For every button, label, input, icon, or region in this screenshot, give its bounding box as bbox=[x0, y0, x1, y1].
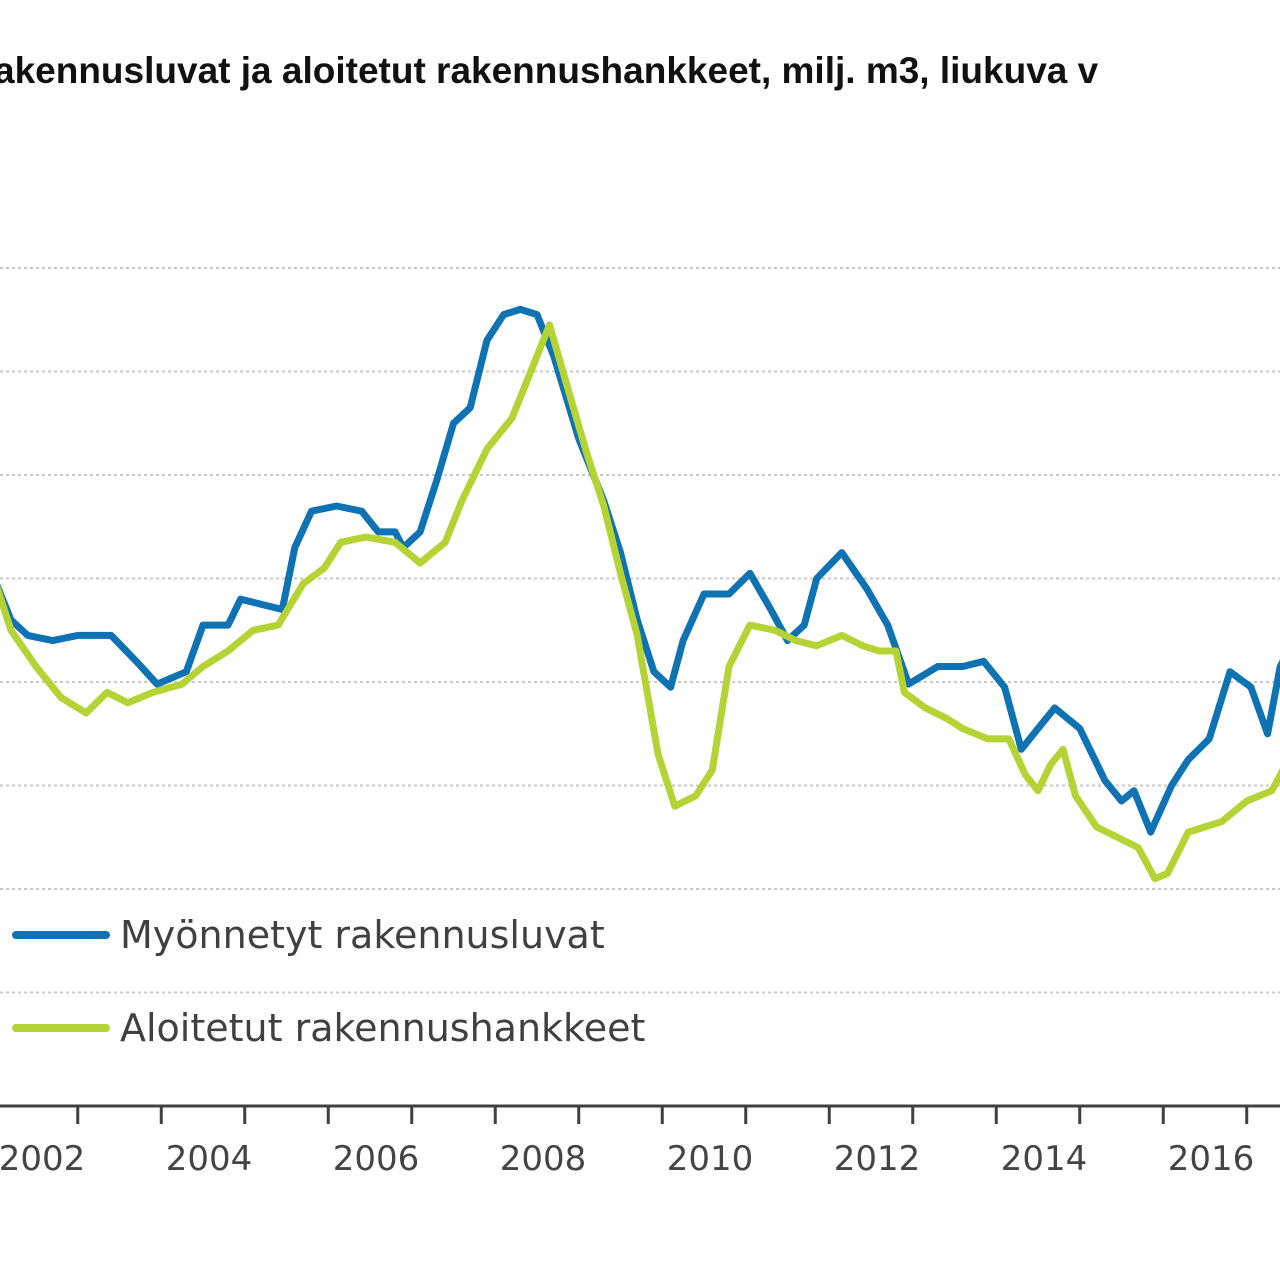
series-line-aloitetut bbox=[0, 321, 1280, 883]
legend-label: Aloitetut rakennushankkeet bbox=[120, 1006, 645, 1050]
x-tick-label: 2012 bbox=[834, 1139, 921, 1179]
series-layer bbox=[0, 305, 1280, 883]
x-tick-label: 2014 bbox=[1001, 1139, 1088, 1179]
x-tick-label: 2006 bbox=[333, 1139, 420, 1179]
x-tick-label: 2002 bbox=[0, 1139, 85, 1179]
chart-title: akennusluvat ja aloitetut rakennushankke… bbox=[0, 50, 1099, 91]
legend: Myönnetyt rakennusluvat Aloitetut rakennu… bbox=[12, 913, 645, 1050]
legend-label: Myönnetyt rakennusluvat bbox=[120, 913, 605, 957]
x-axis: 2002 2004 2006 2008 2010 2012 2014 2016 bbox=[0, 1104, 1280, 1179]
x-tick-label: 2016 bbox=[1168, 1139, 1255, 1179]
x-tick-label: 2004 bbox=[166, 1139, 253, 1179]
series-line-rakennusluvat bbox=[0, 305, 1280, 836]
x-tick-label: 2010 bbox=[667, 1139, 754, 1179]
x-tick-label: 2008 bbox=[500, 1139, 587, 1179]
